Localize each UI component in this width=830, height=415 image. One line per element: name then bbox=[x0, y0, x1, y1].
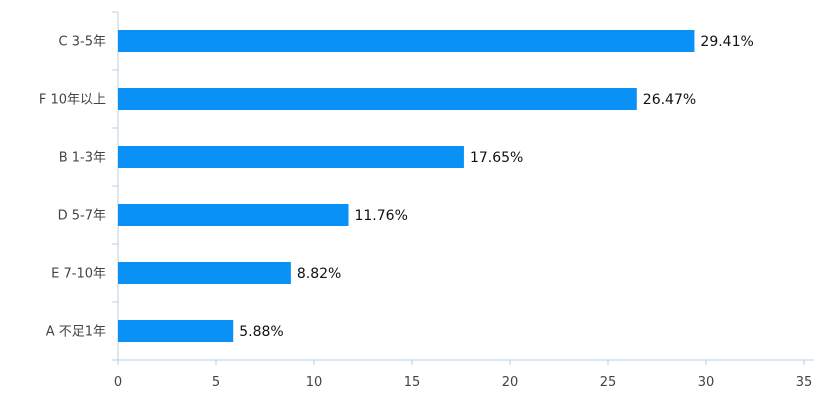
labels-group: 0 5 10 15 20 25 30 35 C 3-5年 29.41% F 10年以上 26.47% B… bbox=[39, 34, 812, 390]
bar bbox=[118, 204, 349, 226]
data-label: 11.76% bbox=[354, 208, 407, 224]
category-label: F 10年以上 bbox=[39, 93, 106, 108]
axes-group bbox=[112, 11, 814, 365]
data-label: 8.82% bbox=[297, 266, 341, 282]
data-label: 17.65% bbox=[470, 150, 523, 166]
x-tick-label: 15 bbox=[404, 375, 421, 390]
x-tick-label: 35 bbox=[796, 375, 813, 390]
bar bbox=[118, 146, 464, 168]
bar bbox=[118, 30, 695, 52]
category-label: A 不足1年 bbox=[46, 325, 106, 340]
x-tick-label: 20 bbox=[502, 375, 519, 390]
data-label: 5.88% bbox=[239, 324, 283, 340]
x-tick-label: 10 bbox=[306, 375, 323, 390]
bar bbox=[118, 320, 234, 342]
category-label: E 7-10年 bbox=[51, 267, 106, 282]
data-label: 29.41% bbox=[700, 34, 753, 50]
bars-group bbox=[118, 30, 695, 342]
x-tick-label: 0 bbox=[114, 375, 122, 390]
category-label: B 1-3年 bbox=[59, 151, 106, 166]
data-label: 26.47% bbox=[643, 92, 696, 108]
x-tick-label: 30 bbox=[698, 375, 715, 390]
x-tick-label: 25 bbox=[600, 375, 617, 390]
bar bbox=[118, 88, 637, 110]
bar bbox=[118, 262, 291, 284]
category-label: C 3-5年 bbox=[59, 35, 106, 50]
x-tick-label: 5 bbox=[212, 375, 220, 390]
category-label: D 5-7年 bbox=[58, 209, 106, 224]
